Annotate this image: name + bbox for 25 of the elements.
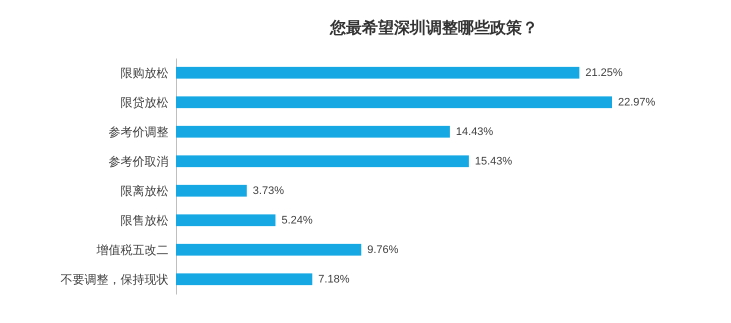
- data-label: 22.97%: [618, 96, 656, 108]
- data-label: 14.43%: [456, 126, 494, 138]
- bar: [176, 273, 312, 286]
- bar: [176, 126, 450, 138]
- bar: [176, 214, 276, 226]
- bar: [176, 96, 612, 108]
- data-label: 15.43%: [474, 155, 512, 168]
- y-tick-label: 参考价调整: [108, 124, 168, 139]
- y-tick-label: 增值税五改二: [96, 242, 168, 257]
- bar: [176, 244, 362, 256]
- y-tick-label: 限贷放松: [120, 95, 168, 110]
- data-label: 7.18%: [318, 273, 350, 286]
- data-label: 5.24%: [281, 214, 313, 226]
- bar: [176, 66, 580, 79]
- data-label: 21.25%: [585, 66, 623, 79]
- y-tick-label: 限售放松: [120, 213, 168, 228]
- y-tick-label: 参考价取消: [108, 154, 168, 168]
- y-tick-label: 限离放松: [120, 184, 168, 198]
- data-label: 9.76%: [367, 244, 399, 256]
- y-tick-label: 不要调整，保持现状: [60, 272, 168, 286]
- bar: [176, 184, 247, 197]
- y-tick-label: 限购放松: [120, 66, 168, 80]
- bar: [176, 155, 469, 168]
- data-label: 3.73%: [252, 184, 284, 197]
- chart-title: 您最希望深圳调整哪些政策？: [329, 18, 538, 37]
